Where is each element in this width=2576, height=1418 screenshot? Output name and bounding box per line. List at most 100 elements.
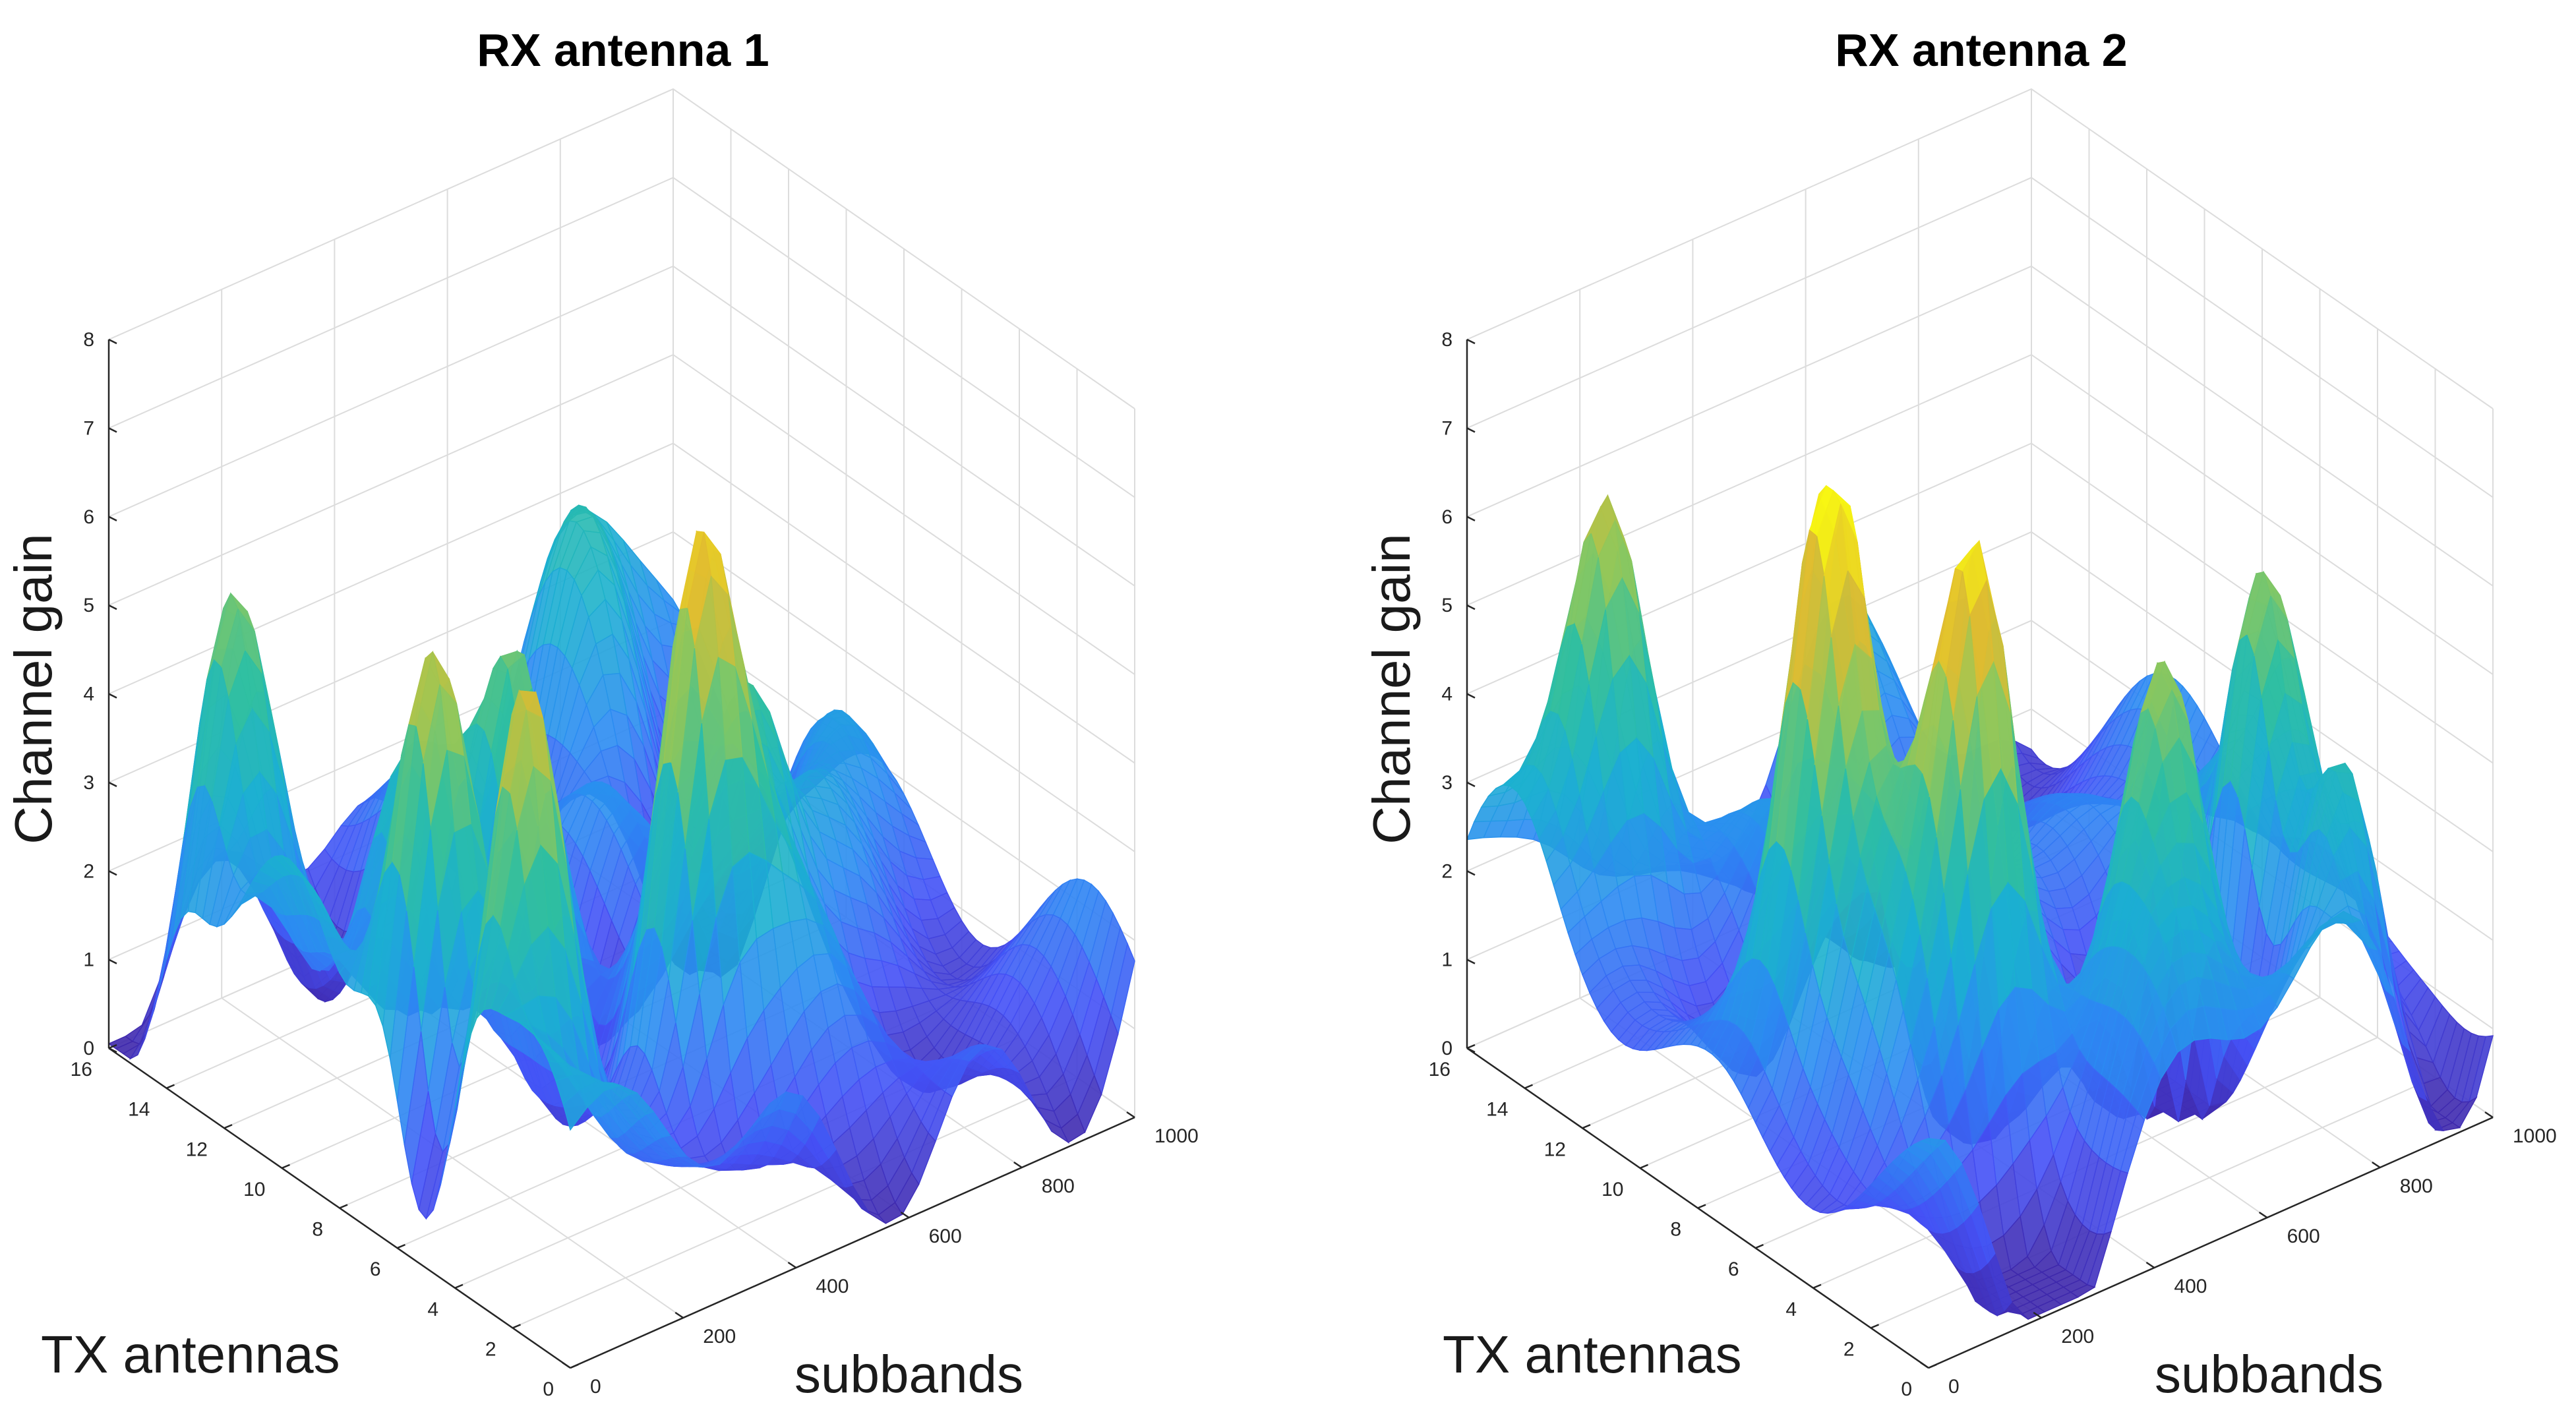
z-tick-label: 3 — [83, 772, 94, 794]
x-tick — [2484, 1111, 2494, 1119]
gridline — [108, 177, 1135, 498]
gridline — [108, 88, 1135, 409]
x-tick-label: 800 — [1042, 1175, 1075, 1197]
x-axis-label: subbands — [2155, 1345, 2383, 1403]
z-tick-label: 5 — [83, 595, 94, 616]
z-tick — [108, 693, 117, 699]
x-tick-label: 600 — [2287, 1226, 2320, 1247]
y-tick — [1755, 1243, 1764, 1249]
gridline — [108, 531, 1135, 852]
z-tick — [108, 959, 117, 964]
gridline — [1466, 88, 2494, 409]
z-axis-label: Channel gain — [1362, 533, 1421, 844]
gridline — [108, 265, 1135, 587]
surface-mesh — [107, 504, 1135, 1224]
y-tick — [454, 1284, 464, 1289]
y-tick — [1466, 1044, 1476, 1049]
y-tick — [1640, 1164, 1648, 1169]
y-tick-label: 0 — [1901, 1378, 1912, 1400]
y-tick-label: 2 — [1843, 1338, 1855, 1360]
y-tick — [512, 1324, 521, 1329]
z-tick-label: 2 — [83, 860, 94, 882]
z-tick-label: 8 — [1441, 329, 1453, 351]
y-tick-label: 0 — [543, 1378, 554, 1400]
y-tick-label: 10 — [1602, 1179, 1623, 1200]
x-tick-label: 600 — [929, 1226, 962, 1247]
z-tick — [1466, 870, 1476, 876]
y-axis-label: TX antennas — [1443, 1325, 1742, 1384]
y-tick — [1524, 1084, 1533, 1089]
z-tick-label: 4 — [1441, 684, 1453, 705]
y-tick — [1582, 1124, 1591, 1129]
gridline — [1466, 177, 2494, 498]
y-tick — [1812, 1284, 1822, 1289]
z-tick — [108, 781, 117, 787]
z-tick-label: 3 — [1441, 772, 1453, 794]
x-tick-label: 1000 — [2513, 1125, 2557, 1147]
gridline — [108, 442, 1135, 764]
z-tick-label: 4 — [83, 684, 94, 705]
z-tick — [108, 427, 117, 433]
y-tick-label: 12 — [1544, 1138, 1566, 1160]
chart-title: RX antenna 2 — [1835, 24, 2127, 76]
y-tick-label: 6 — [1728, 1258, 1739, 1280]
z-tick-label: 8 — [83, 329, 94, 351]
y-tick-label: 6 — [370, 1258, 381, 1280]
z-tick-label: 7 — [83, 417, 94, 439]
x-tick-label: 400 — [2174, 1276, 2207, 1297]
x-tick-label: 200 — [2061, 1326, 2094, 1347]
z-tick-label: 7 — [1441, 417, 1453, 439]
y-axis-label: TX antennas — [41, 1325, 340, 1384]
z-tick — [108, 605, 117, 610]
z-tick — [1466, 605, 1476, 610]
gridline — [108, 353, 1135, 675]
y-tick-label: 8 — [1670, 1219, 1681, 1241]
x-tick-label: 200 — [703, 1326, 736, 1347]
y-tick-label: 14 — [128, 1099, 150, 1121]
x-tick — [1920, 1361, 1929, 1369]
z-tick-label: 5 — [1441, 595, 1453, 616]
x-tick — [562, 1361, 571, 1369]
y-tick — [1928, 1363, 1937, 1369]
z-tick — [108, 870, 117, 876]
y-tick-label: 12 — [186, 1138, 208, 1160]
z-tick-label: 6 — [1441, 506, 1453, 528]
y-tick-label: 2 — [485, 1338, 496, 1360]
x-tick-label: 0 — [590, 1376, 601, 1398]
y-tick — [1697, 1204, 1706, 1209]
y-tick-label: 16 — [71, 1059, 92, 1080]
z-tick — [1466, 338, 1476, 345]
z-tick — [1466, 693, 1476, 699]
z-tick — [1466, 516, 1476, 521]
z-axis-label: Channel gain — [4, 533, 63, 844]
x-tick-label: 400 — [816, 1276, 849, 1297]
y-tick — [1871, 1324, 1879, 1329]
y-tick — [224, 1124, 233, 1129]
z-tick-label: 0 — [83, 1038, 94, 1059]
y-tick — [282, 1164, 290, 1169]
y-tick-label: 4 — [1785, 1299, 1797, 1320]
y-tick-label: 8 — [312, 1219, 323, 1241]
y-tick-label: 10 — [243, 1179, 265, 1200]
y-tick-label: 14 — [1486, 1099, 1508, 1121]
y-tick — [570, 1363, 579, 1369]
x-tick-label: 0 — [1948, 1376, 1960, 1398]
chart-title: RX antenna 1 — [477, 24, 769, 76]
y-tick-label: 16 — [1429, 1059, 1451, 1080]
z-tick-label: 0 — [1441, 1038, 1453, 1059]
z-tick — [1466, 959, 1476, 964]
x-tick — [2372, 1161, 2381, 1169]
x-tick — [2258, 1211, 2268, 1219]
y-tick — [339, 1204, 348, 1209]
y-tick-label: 4 — [427, 1299, 438, 1320]
y-tick — [397, 1243, 405, 1249]
x-tick — [787, 1261, 797, 1269]
z-tick — [108, 516, 117, 521]
z-tick-label: 1 — [83, 949, 94, 971]
x-axis-label: subbands — [794, 1345, 1023, 1403]
